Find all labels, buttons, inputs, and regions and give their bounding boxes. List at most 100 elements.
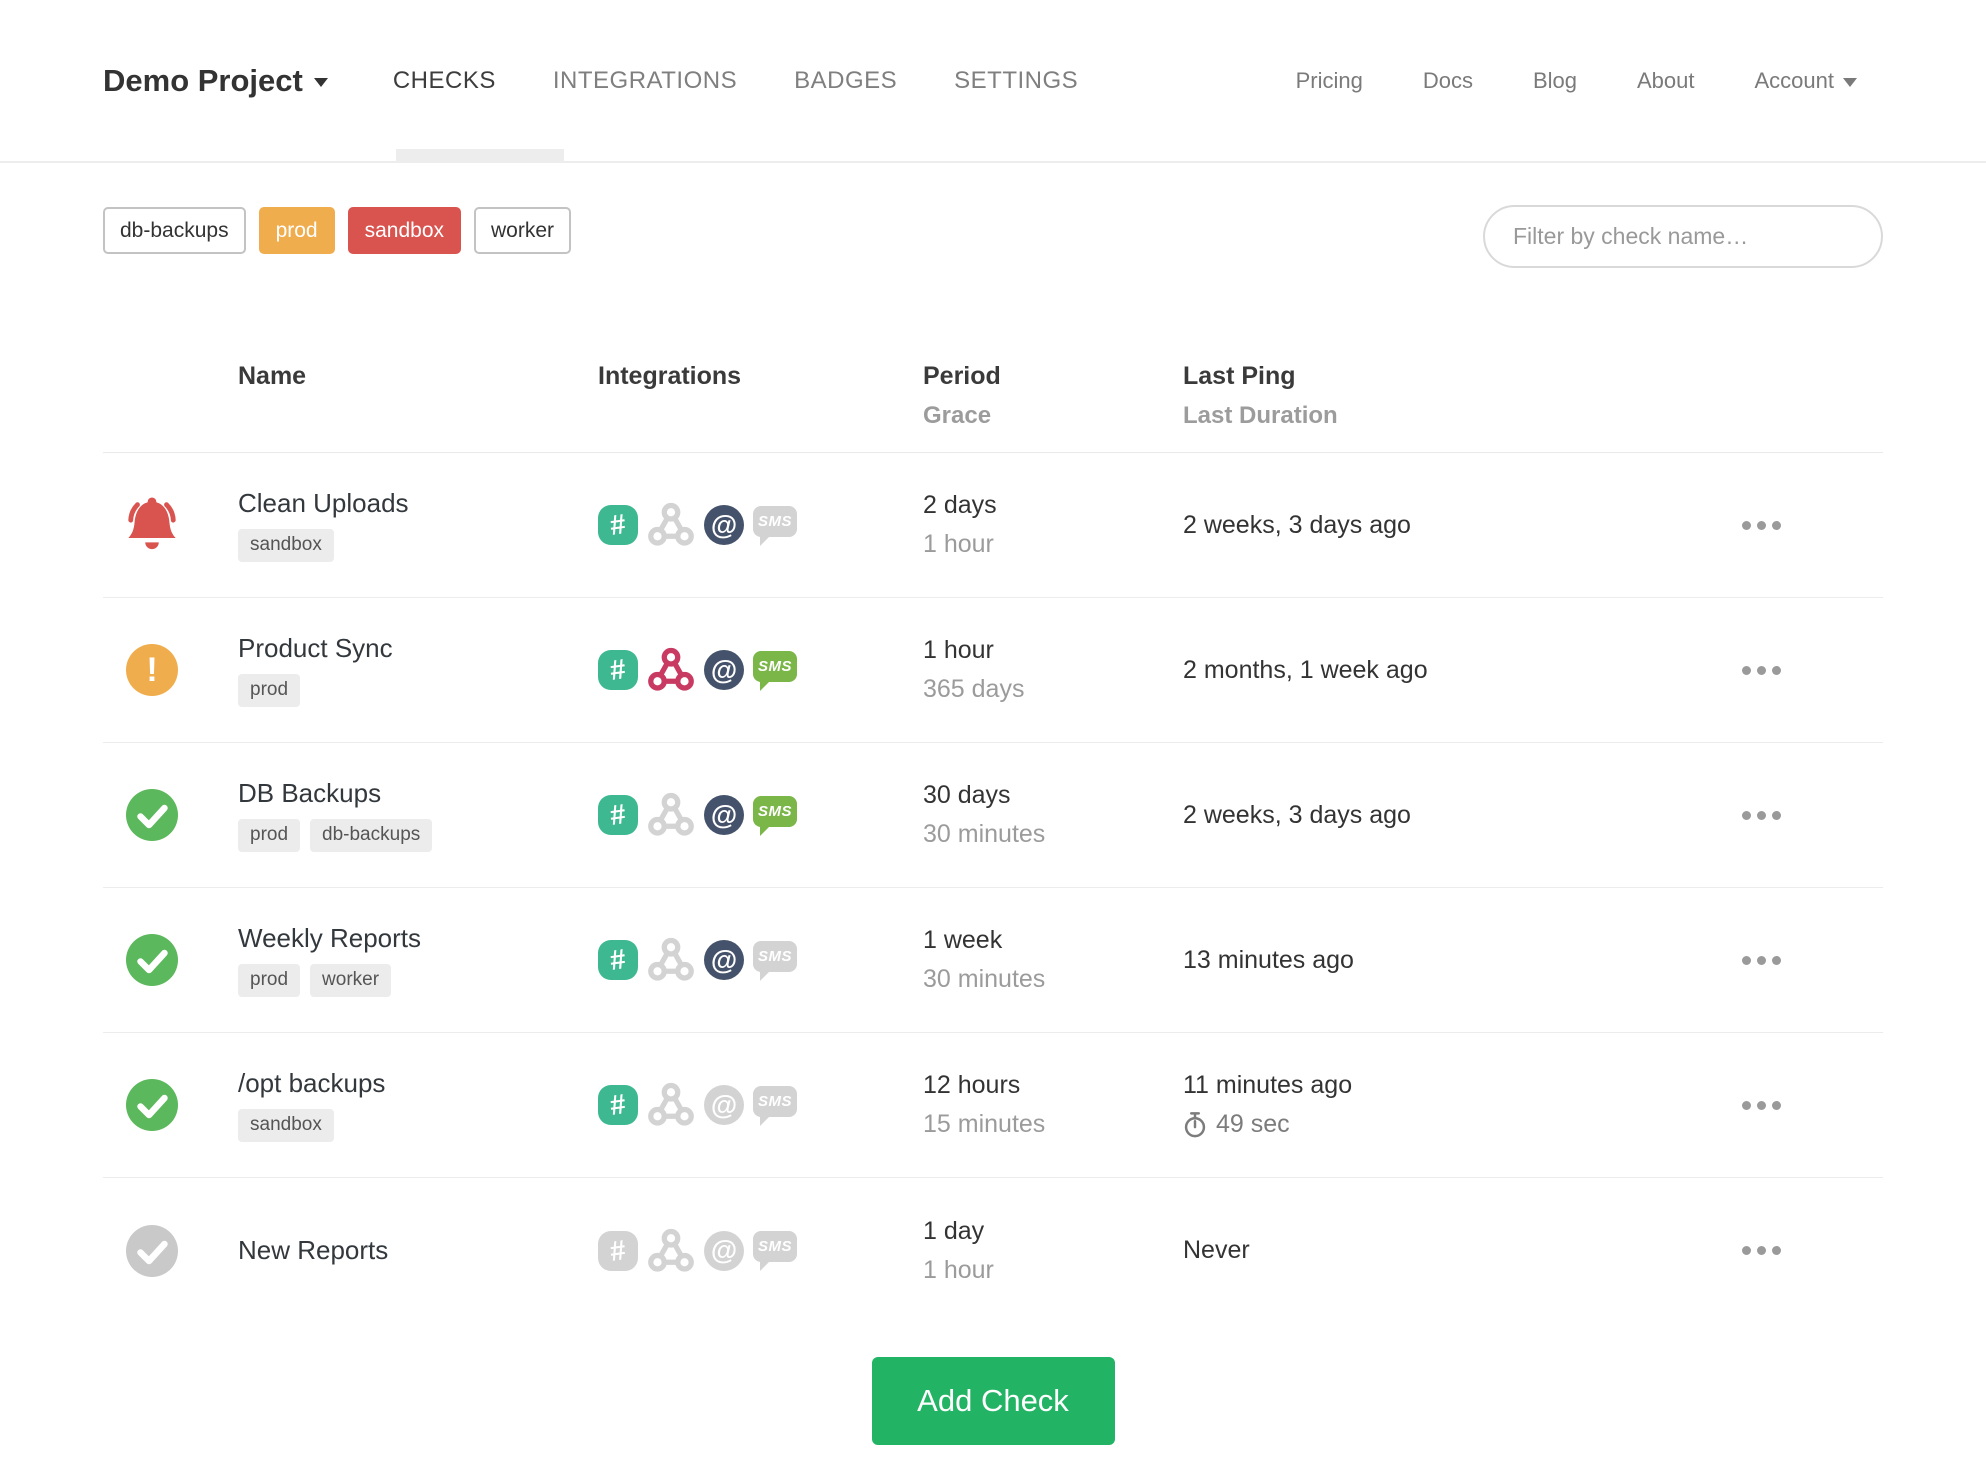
top-nav: Demo Project CHECKS INTEGRATIONS BADGES …: [0, 0, 1986, 163]
tab-checks[interactable]: CHECKS: [392, 66, 496, 94]
check-name[interactable]: Product Sync: [238, 633, 393, 664]
period-value: 12 hours: [923, 1071, 1021, 1099]
header-period: Period: [923, 362, 1001, 390]
row-menu-button[interactable]: [1738, 656, 1785, 685]
sms-icon: SMS: [753, 1231, 797, 1271]
nav-link-about[interactable]: About: [1637, 67, 1695, 93]
grace-value: 15 minutes: [923, 1110, 1046, 1138]
check-tag: prod: [238, 964, 301, 997]
slack-icon: #: [598, 1230, 638, 1271]
sms-icon: SMS: [753, 505, 797, 546]
row-menu-button[interactable]: [1738, 511, 1785, 540]
stopwatch-icon: [1183, 1111, 1207, 1139]
status-new-icon: [123, 1224, 181, 1277]
check-row: New Reports # @ SMS 1 day 1 hour Never: [103, 1178, 1883, 1323]
active-tab-indicator: [396, 149, 564, 161]
check-row: /opt backups sandbox # @ SMS 12 hours: [103, 1033, 1883, 1178]
check-tag: sandbox: [238, 1109, 334, 1142]
check-tags: prod: [238, 674, 598, 707]
last-ping-value: 13 minutes ago: [1183, 945, 1354, 974]
nav-link-blog[interactable]: Blog: [1532, 67, 1577, 93]
project-switcher[interactable]: Demo Project: [103, 63, 328, 99]
webhook-icon: [647, 1081, 695, 1129]
status-up-icon: [123, 934, 181, 986]
webhook-icon: [647, 1227, 695, 1275]
checks-table: Name Integrations Period Grace Last Ping…: [103, 362, 1883, 1323]
table-header: Name Integrations Period Grace Last Ping…: [103, 362, 1883, 453]
check-tag: worker: [310, 964, 392, 997]
grace-value: 1 hour: [923, 1255, 994, 1284]
webhook-icon: [647, 501, 695, 549]
check-tags: sandbox: [238, 529, 598, 562]
check-row: ! Product Sync prod # @ SMS: [103, 598, 1883, 743]
email-icon: @: [704, 1230, 744, 1271]
check-row: Clean Uploads sandbox # @ SMS 2 days 1: [103, 453, 1883, 598]
check-name[interactable]: Weekly Reports: [238, 923, 422, 954]
tag-filters: db-backups prod sandbox worker: [103, 205, 572, 255]
email-icon: @: [704, 650, 744, 690]
last-ping-value: 2 months, 1 week ago: [1183, 655, 1428, 684]
last-ping-value: 11 minutes ago: [1183, 1071, 1353, 1099]
chevron-down-icon: [1843, 78, 1857, 87]
status-warning-icon: !: [123, 644, 181, 696]
check-tag: db-backups: [310, 819, 433, 852]
row-menu-button[interactable]: [1738, 801, 1785, 830]
last-ping-value: 2 weeks, 3 days ago: [1183, 510, 1411, 539]
row-menu-button[interactable]: [1738, 1091, 1785, 1120]
tag-filter-sandbox[interactable]: sandbox: [347, 207, 462, 255]
tag-filter-prod[interactable]: prod: [258, 207, 335, 255]
check-name[interactable]: New Reports: [238, 1235, 389, 1265]
period-value: 2 days: [923, 491, 997, 519]
header-grace: Grace: [923, 402, 992, 429]
search-input[interactable]: [1483, 205, 1883, 268]
chevron-down-icon: [313, 78, 328, 87]
filter-row: db-backups prod sandbox worker: [103, 205, 1883, 268]
grace-value: 365 days: [923, 675, 1025, 703]
sms-icon: SMS: [753, 940, 797, 981]
email-icon: @: [704, 505, 744, 545]
period-value: 1 hour: [923, 636, 994, 664]
period-value: 30 days: [923, 781, 1011, 809]
sms-icon: SMS: [753, 795, 797, 836]
slack-icon: #: [598, 505, 638, 545]
tag-filter-worker[interactable]: worker: [474, 207, 572, 255]
account-menu[interactable]: Account: [1754, 67, 1857, 94]
tag-filter-db-backups[interactable]: db-backups: [103, 207, 246, 255]
check-name[interactable]: /opt backups: [238, 1068, 386, 1099]
tab-badges[interactable]: BADGES: [794, 66, 898, 94]
period-value: 1 week: [923, 926, 1003, 954]
row-menu-button[interactable]: [1738, 946, 1785, 975]
header-integrations: Integrations: [598, 362, 742, 390]
slack-icon: #: [598, 795, 638, 835]
grace-value: 30 minutes: [923, 965, 1046, 993]
last-ping-value: Never: [1183, 1236, 1250, 1264]
check-name[interactable]: DB Backups: [238, 778, 382, 809]
slack-icon: #: [598, 1085, 638, 1125]
status-up-icon: [123, 1079, 181, 1131]
add-check-button[interactable]: Add Check: [871, 1357, 1115, 1445]
check-name[interactable]: Clean Uploads: [238, 488, 409, 519]
slack-icon: #: [598, 650, 638, 690]
check-row: DB Backups prod db-backups # @ SMS 3: [103, 743, 1883, 888]
check-tags: prod db-backups: [238, 819, 598, 852]
grace-value: 1 hour: [923, 530, 994, 558]
check-row: Weekly Reports prod worker # @ SMS 1: [103, 888, 1883, 1033]
webhook-icon: [647, 646, 695, 694]
period-value: 1 day: [923, 1216, 985, 1245]
tab-settings[interactable]: SETTINGS: [954, 66, 1079, 94]
email-icon: @: [704, 940, 744, 980]
nav-link-pricing[interactable]: Pricing: [1295, 67, 1363, 93]
status-alert-icon: [123, 493, 181, 557]
webhook-icon: [647, 936, 695, 984]
account-label: Account: [1754, 67, 1835, 93]
webhook-icon: [647, 791, 695, 839]
check-tag: sandbox: [238, 529, 334, 562]
nav-link-docs[interactable]: Docs: [1422, 67, 1473, 93]
row-menu-button[interactable]: [1738, 1236, 1785, 1265]
site-links: Pricing Docs Blog About Account: [1236, 68, 1883, 94]
check-tags: sandbox: [238, 1109, 598, 1142]
slack-icon: #: [598, 940, 638, 980]
tab-integrations[interactable]: INTEGRATIONS: [552, 66, 738, 94]
email-icon: @: [704, 1085, 744, 1125]
sms-icon: SMS: [753, 1085, 797, 1126]
